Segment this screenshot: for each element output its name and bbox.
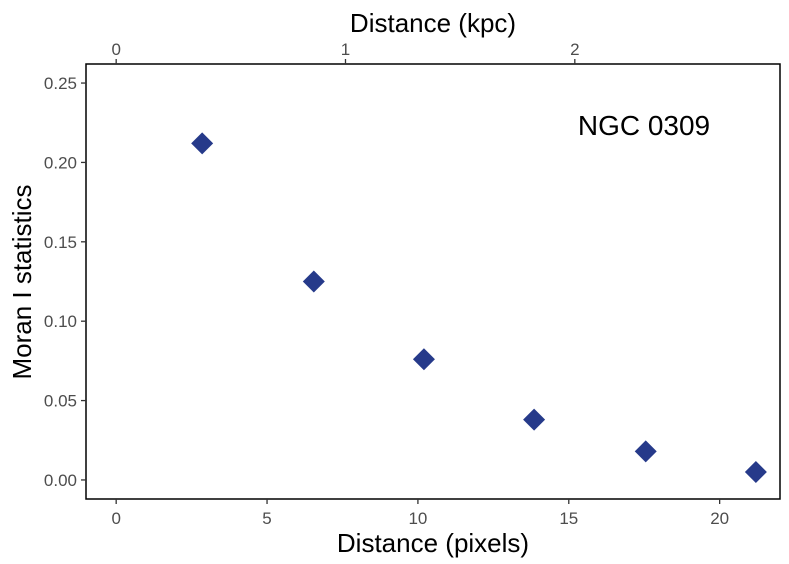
- x-tick-label: 10: [408, 509, 427, 528]
- data-point-marker: [412, 348, 435, 371]
- x-tick-label: 15: [559, 509, 578, 528]
- x-tick-label: 0: [111, 509, 120, 528]
- data-point-marker: [634, 440, 657, 463]
- y-tick-label: 0.05: [44, 392, 77, 411]
- data-point-marker: [744, 461, 767, 484]
- top-x-axis-title: Distance (kpc): [350, 8, 516, 38]
- x-tick-label: 20: [710, 509, 729, 528]
- x-axis-title: Distance (pixels): [337, 528, 529, 558]
- x-tick-label: 5: [262, 509, 271, 528]
- y-axis-title: Moran I statistics: [7, 184, 37, 379]
- y-tick-label: 0.00: [44, 471, 77, 490]
- y-tick-label: 0.15: [44, 233, 77, 252]
- top-x-tick-label: 0: [111, 40, 120, 59]
- data-point-marker: [191, 132, 214, 155]
- top-x-tick-label: 1: [341, 40, 350, 59]
- y-tick-label: 0.10: [44, 312, 77, 331]
- data-points: [191, 132, 767, 484]
- y-tick-label: 0.20: [44, 153, 77, 172]
- data-point-marker: [302, 270, 325, 293]
- axis-ticks: 0 5 10 15 20 0.00 0.05 0.10 0.15 0.20 0.25 0 1 2: [44, 40, 729, 528]
- data-point-marker: [523, 408, 546, 431]
- top-x-tick-label: 2: [570, 40, 579, 59]
- y-tick-label: 0.25: [44, 74, 77, 93]
- annotation-label: NGC 0309: [578, 110, 710, 141]
